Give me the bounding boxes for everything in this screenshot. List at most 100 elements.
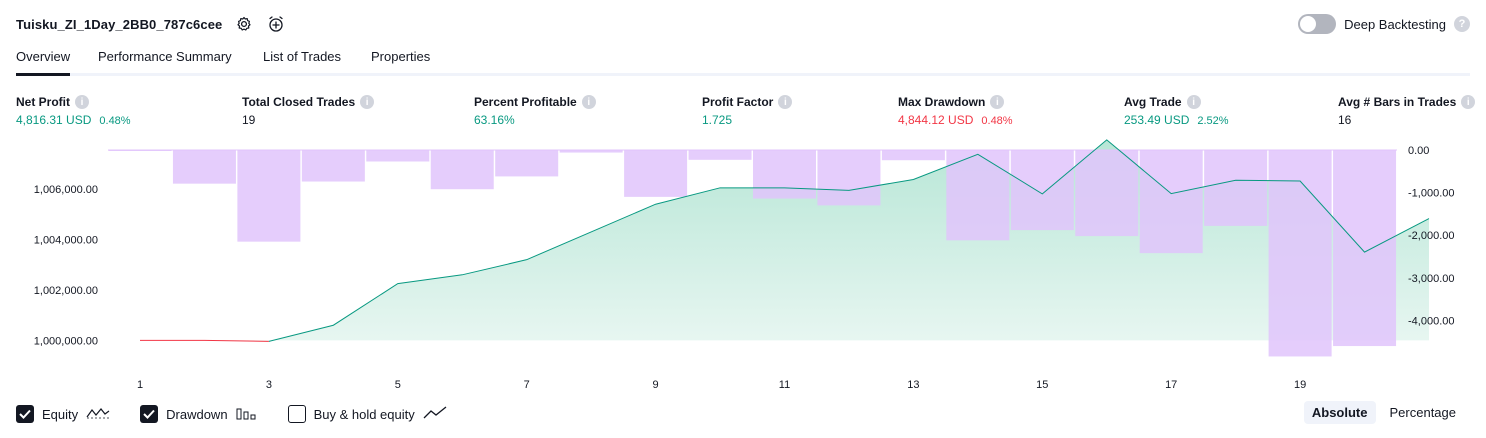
drawdown-bar [1010, 150, 1074, 231]
metric-label: Net Profit [16, 95, 70, 109]
equity-line [268, 139, 1430, 342]
mode-percentage-button[interactable]: Percentage [1389, 405, 1457, 420]
drawdown-bar [1204, 150, 1268, 226]
drawdown-bar [753, 150, 816, 199]
left-axis-tick: 1,002,000.00 [34, 285, 98, 297]
equity-line-negative [140, 339, 269, 342]
drawdown-bar [946, 150, 1010, 241]
metric-avg-trade: Avg Trade i 253.49 USD 2.52% [1124, 94, 1229, 129]
x-axis-tick: 13 [907, 379, 919, 391]
metric-value: 253.49 USD [1124, 113, 1190, 127]
scale-mode-switch: Absolute Percentage [1303, 401, 1464, 424]
legend-drawdown[interactable]: Drawdown [140, 405, 257, 423]
drawdown-bar [1268, 150, 1332, 357]
metric-percent: 0.48% [981, 115, 1013, 127]
strategy-title: Tuisku_ZI_1Day_2BB0_787c6cee [16, 16, 223, 32]
left-axis-tick: 1,000,000.00 [34, 335, 98, 347]
metric-profit-factor: Profit Factor i 1.725 [702, 94, 793, 129]
tab-list-of-trades[interactable]: List of Trades [263, 49, 342, 64]
drawdown-bar [1139, 150, 1203, 254]
left-axis-tick: 1,004,000.00 [34, 235, 98, 247]
legend-equity[interactable]: Equity [16, 405, 110, 423]
legend-drawdown-label: Drawdown [166, 406, 228, 422]
drawdown-bar [495, 150, 559, 177]
drawdown-bar [1333, 150, 1397, 347]
drawdown-bar [301, 150, 365, 182]
deep-backtesting-control: Deep Backtesting ? [1298, 13, 1470, 35]
info-icon[interactable]: i [778, 95, 793, 109]
x-axis-tick: 17 [1165, 379, 1177, 391]
metric-max-drawdown: Max Drawdown i 4,844.12 USD 0.48% [898, 94, 1013, 129]
drawdown-bars-layer [108, 149, 1397, 357]
x-axis-tick: 7 [524, 379, 530, 391]
info-icon[interactable]: i [581, 95, 596, 109]
buy-hold-checkbox[interactable] [287, 405, 306, 423]
drawdown-bar [430, 150, 494, 190]
drawdown-bar [172, 150, 236, 184]
metric-value: 16 [1338, 113, 1352, 127]
info-icon[interactable]: i [1461, 95, 1476, 109]
right-axis-tick: -2,000.00 [1408, 230, 1454, 242]
deep-backtesting-toggle[interactable] [1298, 14, 1337, 34]
tab-overview[interactable]: Overview [16, 48, 71, 76]
toggle-knob [1300, 16, 1317, 32]
metric-value: 63.16% [474, 113, 515, 127]
help-question-icon[interactable]: ? [1454, 16, 1470, 32]
info-icon[interactable]: i [360, 95, 375, 109]
right-axis-tick: -3,000.00 [1408, 273, 1454, 285]
left-axis-tick: 1,006,000.00 [34, 184, 98, 196]
info-icon[interactable]: i [75, 95, 89, 109]
drawdown-bar [1075, 150, 1139, 237]
equity-checkbox[interactable] [16, 405, 34, 423]
drawdown-checkbox[interactable] [140, 405, 159, 423]
x-axis-tick: 11 [779, 379, 790, 391]
mode-absolute-button[interactable]: Absolute [1303, 401, 1376, 424]
metric-total-closed-trades: Total Closed Trades i 19 [242, 94, 375, 129]
axis-labels-layer: 1,000,000.00 1,002,000.00 1,004,000.00 1,00… [34, 145, 1455, 391]
equity-line-icon [86, 406, 110, 423]
add-alert-clock-icon[interactable] [266, 14, 286, 34]
metric-percent: 0.48% [99, 115, 131, 127]
x-axis-tick: 15 [1036, 379, 1048, 391]
buy-hold-line-icon [423, 405, 447, 423]
legend-buy-hold[interactable]: Buy & hold equity [287, 405, 447, 423]
drawdown-bar [817, 150, 881, 206]
metric-value: 1.725 [702, 113, 733, 127]
deep-backtesting-label: Deep Backtesting [1344, 16, 1446, 32]
metric-value: 4,816.31 USD [16, 113, 92, 127]
x-axis-tick: 19 [1294, 379, 1306, 391]
legend-equity-label: Equity [42, 406, 79, 422]
metric-value: 4,844.12 USD [898, 113, 974, 127]
equity-drawdown-chart: 1,000,000.00 1,002,000.00 1,004,000.00 1,00… [34, 139, 1455, 391]
right-axis-tick: -1,000.00 [1408, 188, 1454, 200]
settings-gear-icon[interactable] [234, 14, 254, 34]
x-axis-tick: 5 [395, 379, 401, 391]
metric-label: Total Closed Trades [242, 95, 356, 109]
strategy-header: Tuisku_ZI_1Day_2BB0_787c6cee [16, 12, 286, 36]
tab-performance-summary[interactable]: Performance Summary [98, 49, 232, 64]
drawdown-bars-icon [236, 406, 258, 423]
metric-value: 19 [242, 113, 256, 127]
legend-buy-hold-label: Buy & hold equity [313, 406, 415, 422]
drawdown-bar [624, 150, 688, 197]
right-axis-tick: -4,000.00 [1408, 315, 1454, 327]
drawdown-bar [688, 150, 752, 160]
tab-properties[interactable]: Properties [371, 49, 431, 64]
metric-label: Avg # Bars in Trades [1338, 95, 1457, 109]
chart-legend: Equity Drawdown Buy & hold equity [16, 404, 477, 424]
right-axis-tick: 0.00 [1408, 145, 1429, 157]
drawdown-bar [108, 150, 172, 151]
equity-line-layer [140, 139, 1430, 342]
info-icon[interactable]: i [1186, 95, 1201, 109]
x-axis-tick: 1 [137, 379, 143, 391]
report-tabs: Overview Performance Summary List of Tra… [16, 48, 1470, 76]
drawdown-bar [559, 150, 623, 153]
drawdown-bar [237, 150, 301, 242]
drawdown-bar [366, 150, 430, 162]
x-axis-tick: 3 [266, 379, 272, 391]
drawdown-bar [881, 150, 945, 161]
info-icon[interactable]: i [990, 95, 1005, 109]
metric-label: Max Drawdown [898, 95, 986, 109]
metric-percent-profitable: Percent Profitable i 63.16% [474, 94, 596, 129]
metric-label: Avg Trade [1124, 95, 1182, 109]
